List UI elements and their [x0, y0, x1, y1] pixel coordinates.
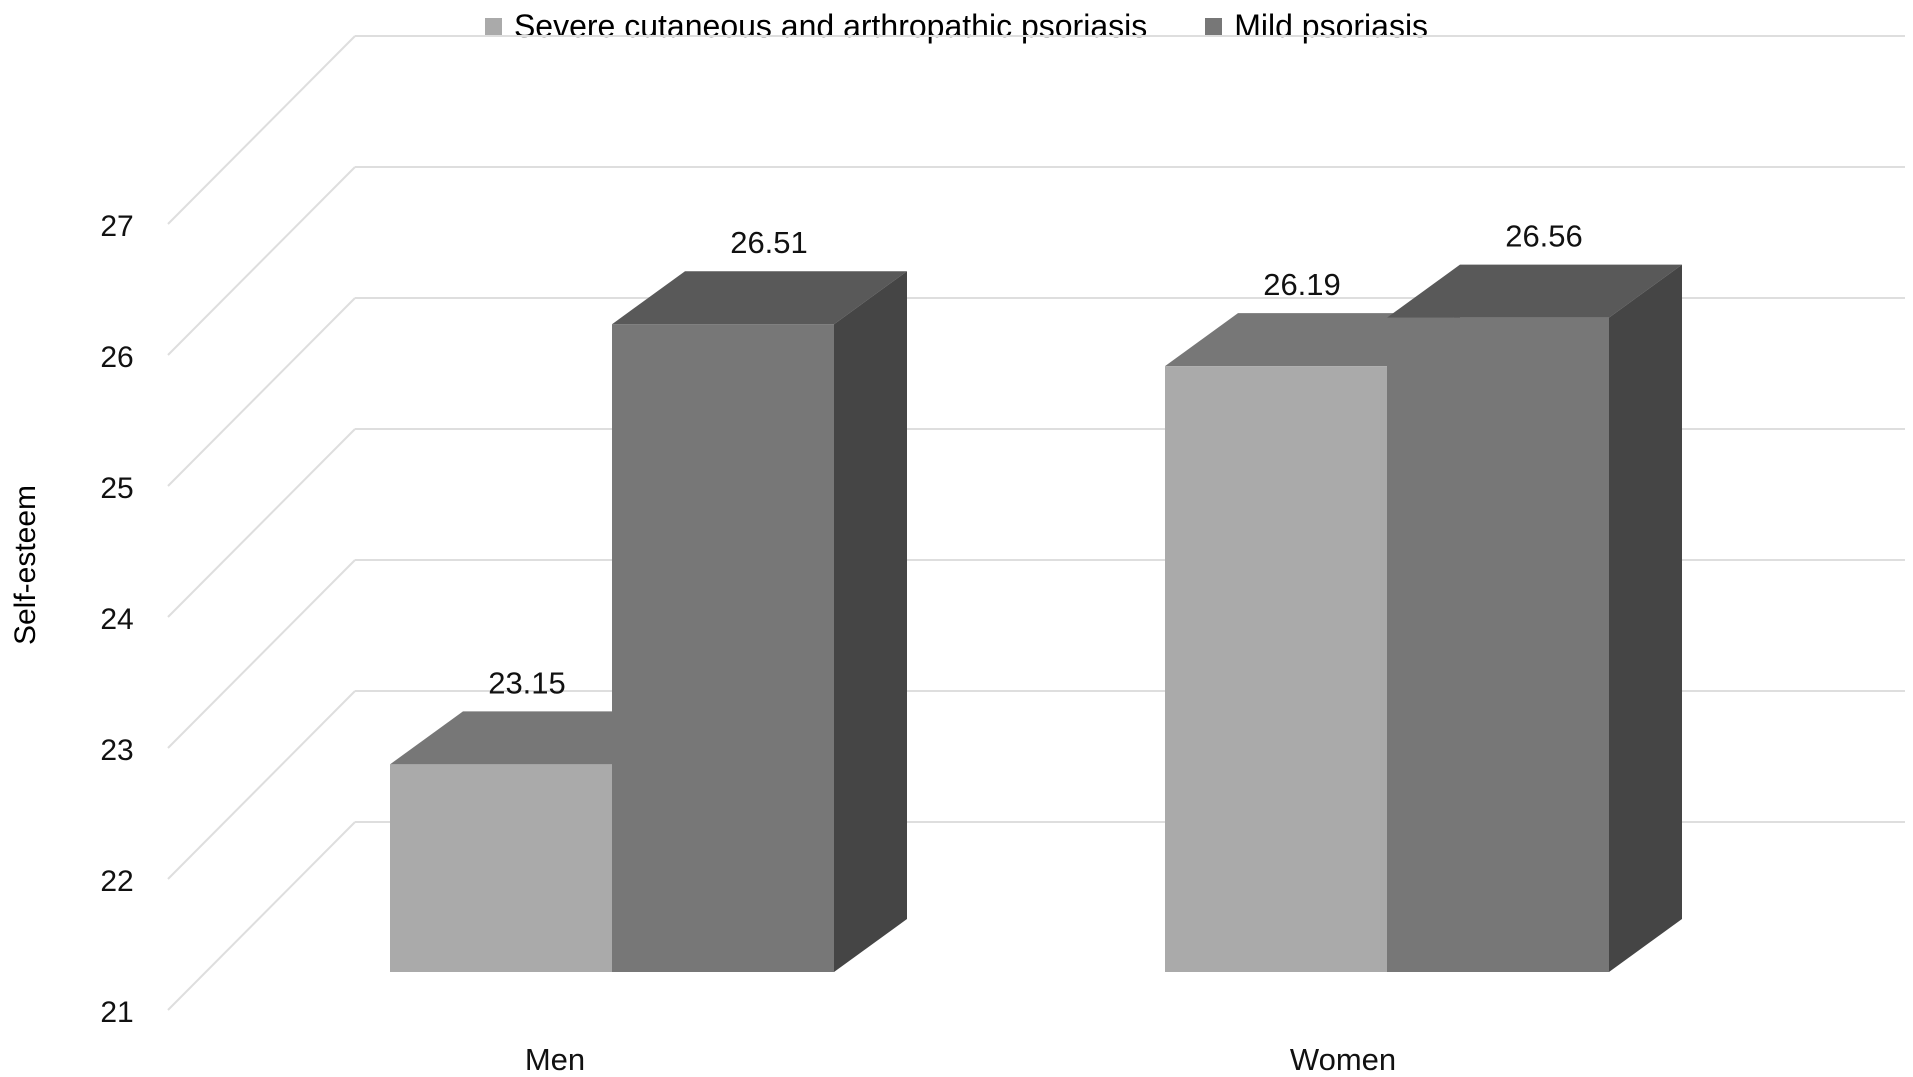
bar-front-face [612, 324, 834, 972]
grid-diagonal-22 [167, 690, 356, 880]
grid-diagonal-26 [167, 166, 356, 356]
grid-diagonal-23 [167, 559, 356, 749]
bar-front-face [1387, 317, 1609, 972]
y-tick-label: 23 [100, 734, 133, 767]
y-tick-label: 24 [100, 603, 133, 636]
legend-item-mild: Mild psoriasis [1205, 8, 1428, 45]
bar-side-face [834, 271, 907, 972]
bar-top-face [612, 271, 907, 325]
y-tick-label: 26 [100, 341, 133, 374]
legend-swatch-mild [1205, 18, 1223, 35]
bar-front-face [390, 764, 612, 972]
x-tick-label: Men [525, 1042, 585, 1077]
grid-diagonal-25 [167, 297, 356, 487]
grid-diagonal-27 [167, 35, 356, 225]
legend-label-severe: Severe cutaneous and arthropathic psoria… [513, 8, 1148, 44]
grid-diagonal-24 [167, 428, 356, 618]
y-axis-ticks: 21 22 23 24 25 26 27 [100, 210, 133, 1029]
bar-men-mild [612, 271, 907, 972]
x-tick-label: Women [1290, 1042, 1396, 1077]
legend-label-mild: Mild psoriasis [1234, 8, 1429, 44]
bar-top-face [390, 711, 685, 765]
y-tick-label: 21 [100, 996, 133, 1029]
x-axis-ticks: Men Women [525, 1042, 1396, 1077]
data-labels: 23.15 26.51 26.19 26.56 [488, 219, 1583, 701]
legend: Severe cutaneous and arthropathic psoria… [0, 8, 1913, 45]
bars [390, 264, 1682, 972]
y-tick-label: 22 [100, 865, 133, 898]
bar-women-mild [1387, 264, 1682, 972]
legend-item-severe: Severe cutaneous and arthropathic psoria… [484, 8, 1148, 45]
bar-side-face [1609, 264, 1682, 972]
data-label: 23.15 [488, 665, 566, 700]
data-label: 26.51 [730, 225, 808, 260]
grid-diagonal-21 [167, 821, 356, 1011]
bar-top-face [1387, 264, 1682, 318]
y-tick-label: 25 [100, 472, 133, 505]
data-label: 26.19 [1263, 267, 1341, 302]
data-label: 26.56 [1505, 219, 1583, 254]
y-tick-label: 27 [100, 210, 133, 243]
bar-top-face [1165, 313, 1460, 367]
bar-front-face [1165, 366, 1387, 972]
legend-swatch-severe [484, 18, 502, 35]
